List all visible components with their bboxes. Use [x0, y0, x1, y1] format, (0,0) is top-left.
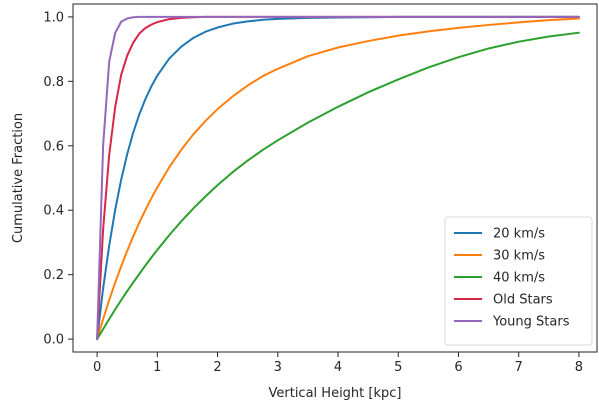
x-tick-label: 7 [515, 360, 523, 375]
x-tick-label: 1 [153, 360, 161, 375]
y-tick-label: 0.6 [43, 139, 64, 154]
ticks-layer: 0 1 2 3 4 5 6 7 8 0.0 0.2 0.4 0.6 0.8 1.0 [43, 10, 583, 375]
x-tick-label: 3 [274, 360, 282, 375]
series-line-2 [96, 17, 580, 341]
legend-box [444, 216, 593, 346]
y-tick-label: 1.0 [43, 10, 64, 25]
x-tick-label: 4 [334, 360, 342, 375]
axes-frame [72, 3, 598, 353]
y-tick-label: 0.8 [43, 75, 64, 90]
y-tick-label: 0.4 [43, 204, 64, 219]
x-tick-label: 2 [213, 360, 221, 375]
legend-label-2: 30 km/s [493, 249, 545, 264]
x-axis-label: Vertical Height [kpc] [269, 386, 402, 401]
legend-label-1: 20 km/s [493, 227, 545, 242]
x-tick-label: 6 [454, 360, 462, 375]
legend: 20 km/s 30 km/s 40 km/s Old Stars Young Star… [444, 216, 593, 346]
series-line-3 [96, 31, 580, 341]
x-tick-label: 8 [575, 360, 583, 375]
y-tick-label: 0.2 [43, 268, 64, 283]
series-layer [96, 15, 580, 341]
axes-layer [72, 3, 598, 353]
y-tick-label: 0.0 [43, 333, 64, 348]
x-tick-label: 5 [394, 360, 402, 375]
legend-label-5: Young Stars [492, 315, 570, 330]
legend-label-3: 40 km/s [493, 271, 545, 286]
legend-label-4: Old Stars [493, 293, 553, 308]
series-line-5 [96, 15, 580, 341]
x-tick-label: 0 [93, 360, 101, 375]
y-axis-label: Cumulative Fraction [11, 113, 26, 243]
